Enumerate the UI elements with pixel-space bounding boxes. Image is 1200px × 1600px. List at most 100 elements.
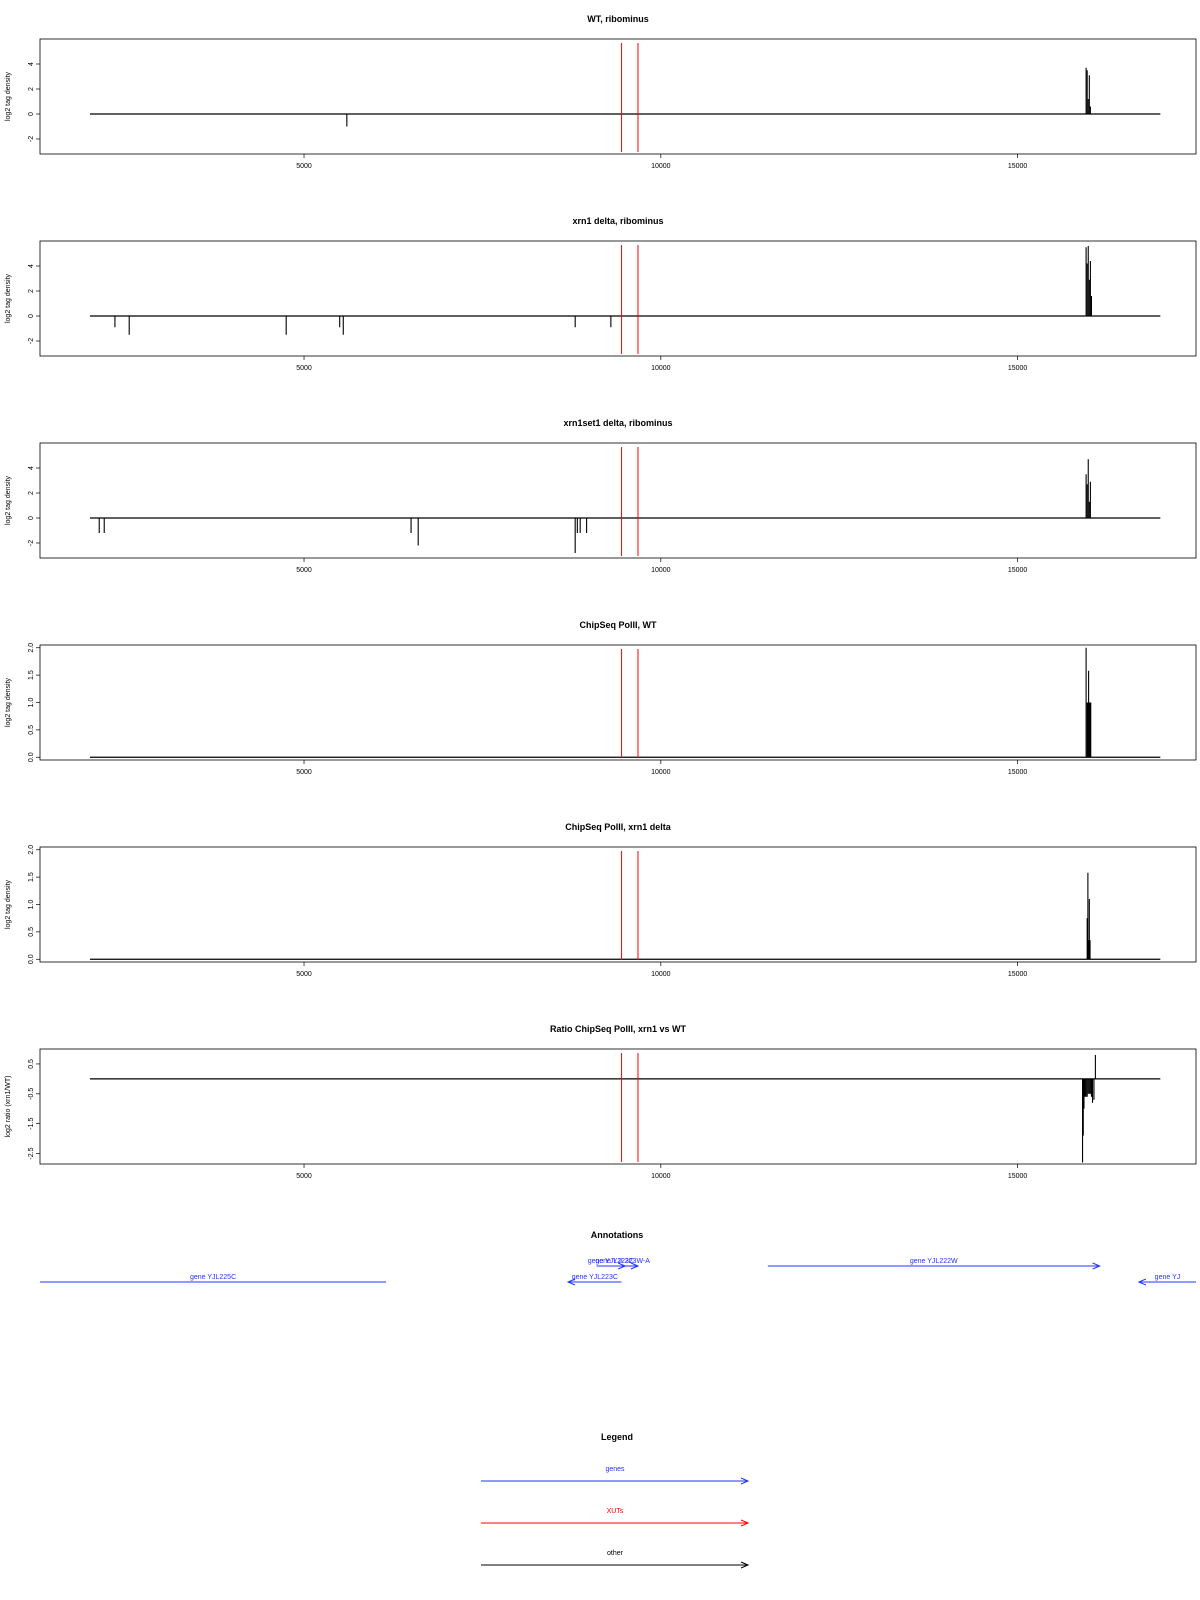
y-tick-label: -1.5 [28,1118,35,1130]
y-tick-label: 1.0 [28,698,35,708]
y-tick-label: 0.0 [28,752,35,762]
y-axis-label: log2 tag density [5,475,12,525]
panel-chipseq-wt: ChipSeq PolII, WT 0.0 0.5 1.0 1.5 2.0 log2 tag… [5,620,1197,776]
y-tick-label: -2 [28,540,35,546]
x-tick-label: 15000 [1008,769,1028,776]
legend-arrowhead [740,1561,750,1569]
x-tick-label: 5000 [296,769,312,776]
panel-title: ChipSeq PolII, WT [580,620,657,630]
y-tick-label: 0 [28,112,35,116]
y-axis-label: log2 tag density [5,273,12,323]
y-tick-label: 2.0 [28,845,35,855]
y-tick-label: 1.5 [28,670,35,680]
x-tick-label: 5000 [296,163,312,170]
legend-items: genes XUTs other [481,1466,750,1569]
plot-frame [39,38,1197,155]
y-tick-label: -2.5 [28,1147,35,1159]
plot-frame [39,644,1197,761]
x-tick-label: 5000 [296,1173,312,1180]
x-tick-label: 10000 [651,971,671,978]
x-tick-label: 5000 [296,567,312,574]
legend-label: XUTs [607,1508,624,1515]
y-tick-label: 4 [28,264,35,268]
plot-frame [39,442,1197,559]
y-tick-label: 1.0 [28,900,35,910]
y-tick-label: 0 [28,314,35,318]
gene-arrowhead [1092,1262,1101,1270]
panel-title: xrn1set1 delta, ribominus [563,418,672,428]
x-tick-label: 10000 [651,365,671,372]
panel-xrn1-ribominus: xrn1 delta, ribominus -2 0 2 4 log2 tag densi… [5,216,1197,372]
y-tick-label: 2 [28,491,35,495]
annotations-title: Annotations [591,1230,644,1240]
gene-label: gene YJL225C [190,1274,236,1281]
legend-title: Legend [601,1432,633,1442]
panel-title: ChipSeq PolII, xrn1 delta [565,822,672,832]
x-tick-label: 10000 [651,163,671,170]
x-tick-label: 15000 [1008,1173,1028,1180]
y-axis-label: log2 tag density [5,879,12,929]
legend-item: XUTs [481,1508,750,1527]
legend: Legend genes XUTs other [481,1432,750,1569]
gene-label: gene YJL223W-A [595,1258,650,1265]
y-tick-label: 4 [28,62,35,66]
legend-item: genes [481,1466,750,1485]
gene-feature: gene YJL222W [767,1258,1101,1270]
chart-panels: WT, ribominus -2 0 2 4 log2 tag density 5000 10… [5,14,1197,1180]
y-tick-label: 0.5 [28,927,35,937]
x-tick-label: 5000 [296,365,312,372]
x-tick-label: 10000 [651,1173,671,1180]
annotations-track: Annotations gene YJL225C gene YJL223Cgene… [40,1230,1196,1286]
panel-xrn1set1-ribominus: xrn1set1 delta, ribominus -2 0 2 4 log2 tag d… [5,418,1197,574]
gene-feature: gene YJL225C [40,1274,387,1283]
y-tick-label: 2.0 [28,643,35,653]
panel-title: WT, ribominus [587,14,649,24]
legend-item: other [481,1550,750,1569]
x-tick-label: 15000 [1008,567,1028,574]
y-tick-label: -2 [28,338,35,344]
legend-arrowhead [740,1519,750,1527]
y-tick-label: 2 [28,87,35,91]
panel-wt-ribominus: WT, ribominus -2 0 2 4 log2 tag density 5000 10… [5,14,1197,170]
gene-label: gene YJL222W [910,1258,958,1265]
panel-ratio-chipseq: Ratio ChipSeq PolII, xrn1 vs WT 0.5 -0.5 -1… [5,1024,1197,1180]
x-tick-label: 10000 [651,567,671,574]
x-tick-label: 5000 [296,971,312,978]
y-tick-label: 1.5 [28,872,35,882]
gene-label: gene YJ [1155,1274,1181,1281]
x-tick-label: 10000 [651,769,671,776]
legend-label: genes [605,1466,625,1473]
x-tick-label: 15000 [1008,971,1028,978]
y-axis-label: log2 tag density [5,677,12,727]
gene-arrowhead [1137,1278,1147,1286]
gene-arrowhead [617,1262,627,1270]
y-tick-label: -0.5 [28,1088,35,1100]
gene-feature: gene YJL223C [588,1258,634,1270]
gene-feature: gene YJ [1137,1274,1196,1286]
legend-arrowhead [740,1477,750,1485]
gene-feature: gene YJL223C [566,1274,622,1286]
plot-frame [39,846,1197,963]
panel-chipseq-xrn1: ChipSeq PolII, xrn1 delta 0.0 0.5 1.0 1.5 2.0… [5,822,1197,978]
y-tick-label: 4 [28,466,35,470]
plot-frame [39,240,1197,357]
x-tick-label: 15000 [1008,365,1028,372]
y-tick-label: 0.0 [28,954,35,964]
y-tick-label: -2 [28,136,35,142]
gene-label: gene YJL223C [588,1258,634,1265]
gene-arrowhead [566,1278,576,1286]
y-tick-label: 0.5 [28,725,35,735]
gene-arrowhead [630,1262,640,1270]
panel-title: xrn1 delta, ribominus [572,216,663,226]
y-tick-label: 0 [28,516,35,520]
plot-frame [39,1048,1197,1165]
x-tick-label: 15000 [1008,163,1028,170]
panel-title: Ratio ChipSeq PolII, xrn1 vs WT [550,1024,687,1034]
y-tick-label: 2 [28,289,35,293]
y-axis-label: log2 tag density [5,71,12,121]
legend-label: other [607,1550,624,1557]
gene-label: gene YJL223C [572,1274,618,1281]
y-axis-label: log2 ratio (xrn1/WT) [5,1076,12,1138]
